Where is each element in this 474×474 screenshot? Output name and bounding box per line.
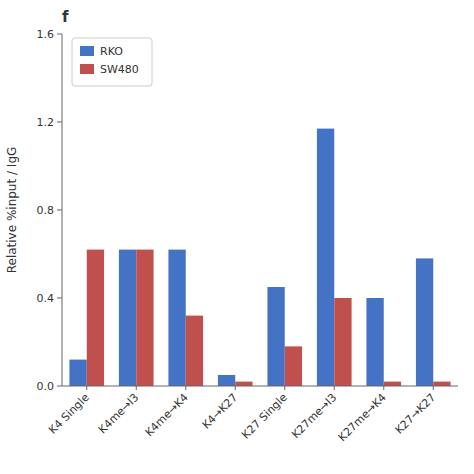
bar [235,382,252,386]
x-tick-label: K27me→I3 [289,391,339,441]
bars [69,129,450,386]
bar [285,346,302,386]
x-tick-label: K27me→K4 [336,391,389,444]
chart: f 0.0 0.4 0.8 1.2 1.6 Relative %input / IgG K4 … [0,0,474,474]
title: f [62,8,69,26]
x-tick [334,386,335,390]
bar [136,250,153,386]
bar [267,287,284,386]
y-tick [57,34,62,35]
y-tick-label: 0.4 [37,292,55,305]
x-tick-label: K4 Single [46,391,92,437]
x-tick [433,386,434,390]
x-axis-line [62,386,458,387]
legend-label: RKO [100,45,123,58]
bar [218,375,235,386]
y-tick [57,298,62,299]
y-tick-label: 1.2 [37,116,55,129]
legend-swatch [80,64,94,74]
y-axis-label: Relative %input / IgG [5,147,19,274]
legend-swatch [80,46,94,56]
x-tick [284,386,285,390]
bar [334,298,351,386]
bar [416,258,433,386]
x-tick [185,386,186,390]
y-tick [57,386,62,387]
bar [69,360,86,386]
x-tick [86,386,87,390]
bar [366,298,383,386]
x-tick-label: K4me→I3 [96,391,141,436]
bar [186,316,203,386]
x-axis: K4 SingleK4me→I3K4me→K4K4→K27K27 SingleK… [46,386,438,444]
legend-label: SW480 [100,63,139,76]
legend-box [72,38,152,86]
x-tick [383,386,384,390]
bar [384,382,401,386]
y-tick-label: 0.0 [37,380,55,393]
y-tick-label: 0.8 [37,204,55,217]
bar [168,250,185,386]
bar [87,250,104,386]
legend: RKO SW480 [72,38,152,86]
y-tick [57,122,62,123]
y-axis-line [62,34,63,386]
x-tick-label: K4→K27 [200,391,241,432]
bar [317,129,334,386]
y-tick-label: 1.6 [37,28,55,41]
y-axis: 0.0 0.4 0.8 1.2 1.6 [37,28,63,393]
bar [119,250,136,386]
y-tick [57,210,62,211]
x-tick-label: K4me→K4 [143,391,191,439]
x-tick [235,386,236,390]
bar [433,382,450,386]
x-tick-label: K27 Single [239,391,290,442]
x-tick [136,386,137,390]
x-tick-label: K27→K27 [393,391,439,437]
